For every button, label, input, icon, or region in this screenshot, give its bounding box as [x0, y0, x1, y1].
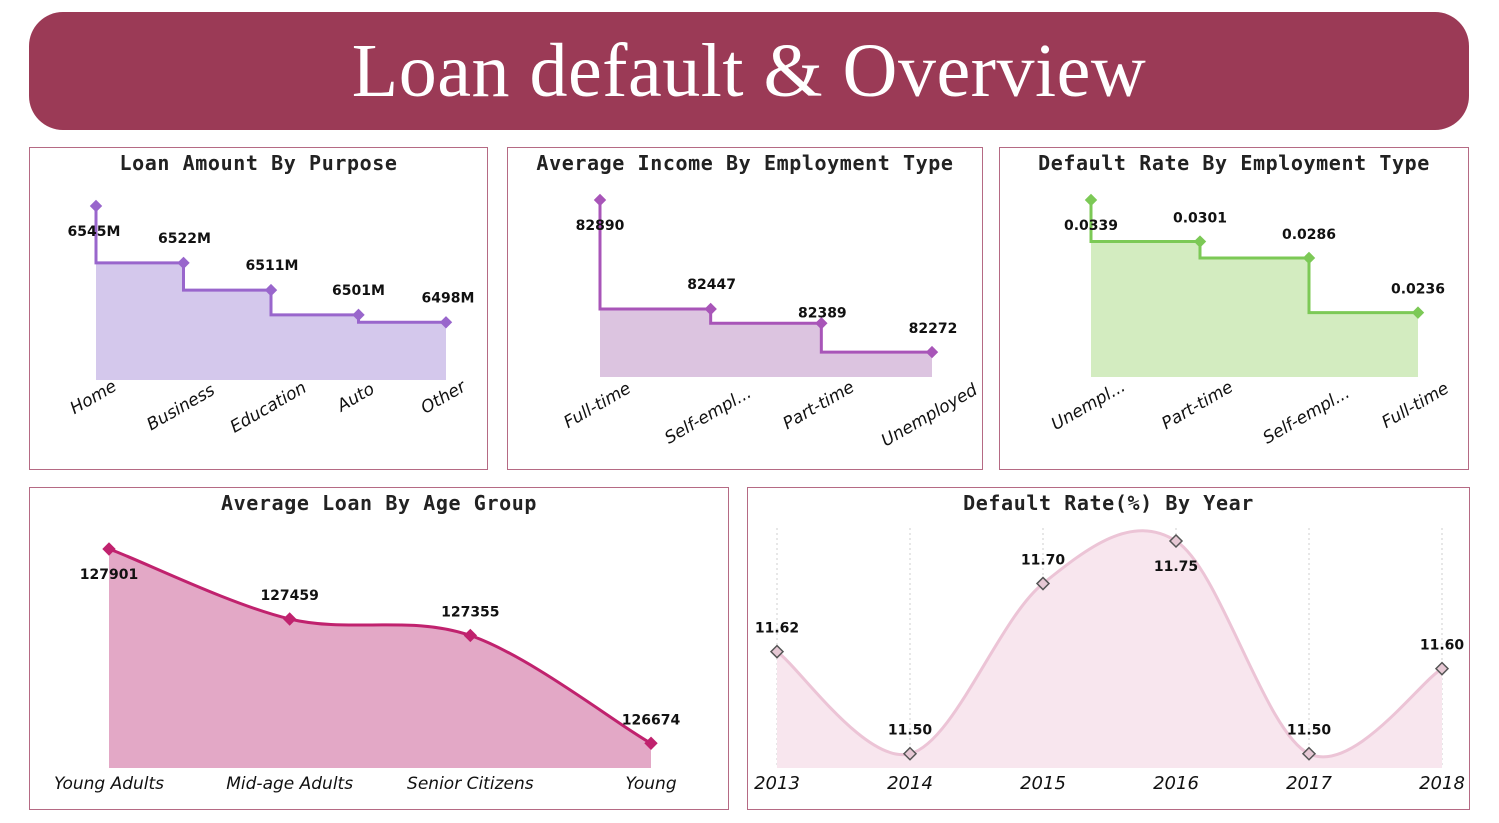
series-area: [600, 200, 932, 377]
data-label-mid-age-adults: 127459: [260, 588, 318, 604]
category-label-unemployed: Unemployed: [878, 380, 981, 451]
data-label-self-empl: 0.0286: [1282, 227, 1336, 243]
category-label-2016: 2016: [1153, 773, 1199, 794]
data-label-2016: 11.75: [1154, 559, 1198, 575]
chart-title: Average Loan By Age Group: [221, 491, 537, 515]
category-label-part-time: Part-time: [1158, 377, 1236, 434]
marker-full-time: [593, 193, 607, 207]
chart-svg: Default Rate By Employment Type 0.0339 Une…: [1038, 151, 1453, 449]
chart-svg: Default Rate(%) By Year 11.62 2013 11.50 201…: [754, 491, 1465, 794]
marker-young: [644, 736, 658, 750]
category-label-mid-age-adults: Mid-age Adults: [226, 774, 353, 794]
data-label-2017: 11.50: [1287, 723, 1332, 739]
marker-2017: [1301, 746, 1317, 761]
data-label-2013: 11.62: [755, 621, 799, 637]
series-area: [777, 530, 1442, 768]
data-label-part-time: 82389: [798, 305, 847, 321]
data-label-full-time: 82890: [576, 218, 625, 234]
data-label-2018: 11.60: [1420, 638, 1465, 654]
data-label-education: 6511M: [246, 258, 299, 274]
average-income-by-employment-chart: Average Income By Employment Type 82890 Fu…: [507, 147, 983, 470]
marker-senior-citizens: [463, 628, 478, 643]
series-line: [598, 200, 932, 354]
data-label-unemployed: 82272: [909, 321, 958, 337]
category-label-young: Young: [625, 774, 676, 794]
marker-young-adults: [102, 542, 116, 556]
marker-education: [264, 283, 278, 297]
chart-title: Default Rate By Employment Type: [1038, 151, 1430, 175]
marker-2015: [1035, 576, 1051, 591]
chart-svg: Loan Amount By Purpose 6545M Home 6522M Busi…: [67, 151, 475, 438]
data-label-home: 6545M: [68, 224, 121, 240]
data-label-young: 126674: [622, 712, 681, 728]
category-label-2015: 2015: [1020, 773, 1066, 794]
chart-title: Loan Amount By Purpose: [119, 151, 397, 175]
series-area: [109, 549, 651, 768]
category-label-2017: 2017: [1286, 773, 1332, 794]
chart-svg: Average Loan By Age Group 127901 Young Adu…: [54, 491, 681, 794]
category-label-unempl: Unempl...: [1048, 377, 1129, 435]
data-label-auto: 6501M: [332, 283, 385, 299]
category-label-2013: 2013: [754, 773, 800, 794]
marker-unemployed: [925, 345, 939, 359]
page-title: Loan default & Overview: [351, 29, 1147, 113]
marker-2013: [769, 644, 785, 659]
series-line: [108, 547, 652, 745]
category-label-senior-citizens: Senior Citizens: [407, 774, 534, 794]
marker-auto: [352, 308, 365, 322]
marker-business: [177, 256, 190, 270]
series-line: [776, 529, 1443, 759]
average-loan-by-age-chart: Average Loan By Age Group 127901 Young Adu…: [29, 487, 729, 810]
header-banner: Loan default & Overview: [29, 12, 1469, 130]
chart-title: Default Rate(%) By Year: [963, 491, 1254, 515]
data-label-young-adults: 127901: [80, 567, 138, 583]
marker-full-time: [1411, 306, 1425, 319]
category-label-business: Business: [144, 380, 219, 435]
data-label-senior-citizens: 127355: [441, 604, 499, 620]
category-label-education: Education: [227, 378, 310, 438]
default-rate-by-employment-chart: Default Rate By Employment Type 0.0339 Une…: [999, 147, 1469, 470]
marker-mid-age-adults: [282, 612, 297, 626]
category-label-home: Home: [67, 376, 120, 418]
series-line: [1089, 200, 1418, 315]
data-label-other: 6498M: [422, 290, 475, 306]
chart-title: Average Income By Employment Type: [536, 151, 953, 175]
category-label-2018: 2018: [1419, 773, 1465, 794]
category-label-self-empl: Self-empl...: [1260, 383, 1354, 449]
category-label-part-time: Part-time: [780, 377, 858, 434]
data-label-business: 6522M: [158, 231, 211, 247]
marker-other: [439, 316, 453, 329]
category-label-auto: Auto: [333, 379, 378, 417]
marker-part-time: [815, 317, 828, 330]
marker-part-time: [1193, 235, 1207, 248]
marker-2018: [1434, 661, 1450, 676]
data-label-self-empl: 82447: [687, 277, 736, 293]
marker-home: [89, 199, 103, 213]
data-label-2015: 11.70: [1021, 553, 1066, 569]
marker-unempl: [1084, 193, 1098, 207]
category-label-2014: 2014: [887, 773, 933, 794]
marker-2016: [1168, 533, 1184, 549]
default-rate-by-year-chart: Default Rate(%) By Year 11.62 2013 11.50 201…: [747, 487, 1470, 810]
category-label-full-time: Full-time: [561, 379, 635, 433]
marker-self-empl: [704, 302, 717, 316]
series-area: [1091, 200, 1418, 377]
category-label-young-adults: Young Adults: [54, 774, 164, 794]
loan-amount-by-purpose-chart: Loan Amount By Purpose 6545M Home 6522M Busi…: [29, 147, 488, 470]
marker-2014: [902, 746, 918, 761]
chart-svg: Average Income By Employment Type 82890 Fu…: [536, 151, 981, 451]
data-label-2014: 11.50: [888, 723, 933, 739]
category-label-self-empl: Self-empl...: [661, 383, 755, 449]
data-label-part-time: 0.0301: [1173, 211, 1227, 227]
marker-self-empl: [1302, 251, 1316, 265]
data-label-unempl: 0.0339: [1064, 218, 1118, 234]
category-label-full-time: Full-time: [1379, 379, 1453, 433]
data-label-full-time: 0.0236: [1391, 282, 1445, 298]
category-label-other: Other: [418, 376, 471, 418]
